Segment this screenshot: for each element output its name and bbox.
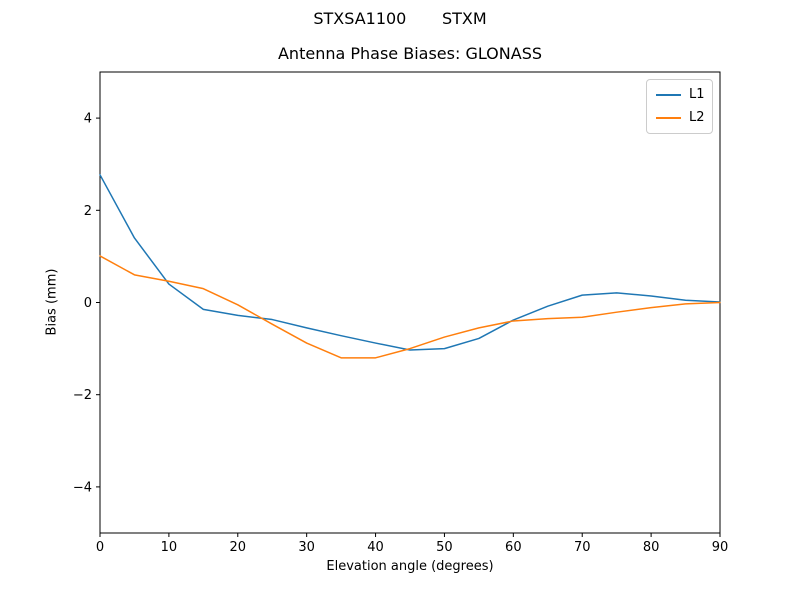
x-tick-label: 20 — [230, 540, 247, 555]
x-tick-label: 90 — [712, 540, 729, 555]
legend-label-l1: L1 — [689, 87, 705, 102]
legend-label-l2: L2 — [689, 110, 705, 125]
x-tick-label: 60 — [505, 540, 522, 555]
legend-line-swatch-l2 — [656, 117, 681, 119]
line-l1 — [99, 174, 721, 351]
y-axis-label: Bias (mm) — [44, 268, 60, 336]
legend-entry-l1: L1 — [656, 86, 705, 104]
x-tick-label: 80 — [643, 540, 660, 555]
x-tick-label: 50 — [436, 540, 453, 555]
y-tick-label: −4 — [73, 480, 92, 495]
x-tick-label: 0 — [96, 540, 104, 555]
x-axis-label: Elevation angle (degrees) — [326, 559, 494, 574]
legend-box: L1 L2 — [646, 79, 713, 134]
x-tick-label: 10 — [161, 540, 178, 555]
legend-line-swatch-l1 — [656, 94, 681, 96]
line-l2 — [99, 255, 721, 359]
y-tick-label: 2 — [84, 204, 92, 219]
figure-suptitle: STXSA1100 STXM — [313, 9, 487, 28]
y-tick-label: 4 — [84, 112, 92, 127]
y-tick-label: 0 — [84, 296, 92, 311]
y-tick-label: −2 — [73, 388, 92, 403]
x-tick-label: 40 — [367, 540, 384, 555]
x-tick-label: 30 — [298, 540, 315, 555]
chart-title: Antenna Phase Biases: GLONASS — [277, 44, 542, 63]
x-tick-label: 70 — [574, 540, 591, 555]
legend-entry-l2: L2 — [656, 109, 705, 127]
